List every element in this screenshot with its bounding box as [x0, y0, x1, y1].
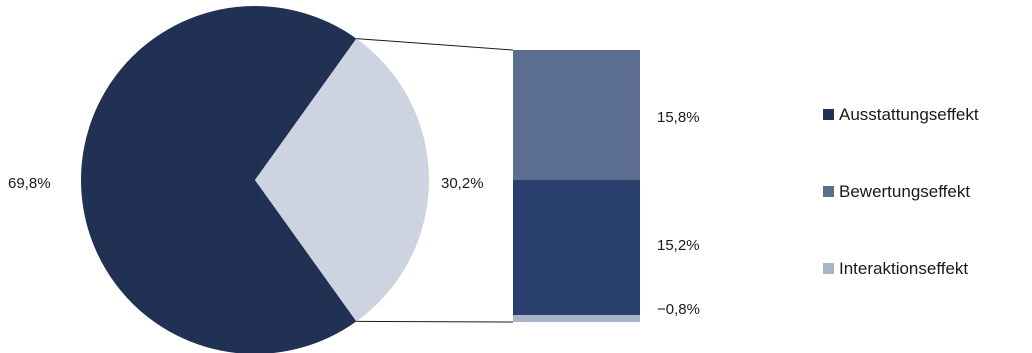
legend-label-bewertungseffekt: Bewertungseffekt	[839, 182, 970, 201]
connector-line-top	[356, 38, 514, 51]
pie-slice-rest	[255, 38, 430, 322]
bar-segment-interaktion	[513, 315, 640, 322]
legend-label-interaktionseffekt: Interaktionseffekt	[839, 259, 968, 278]
legend-swatch-ausstattungseffekt	[823, 109, 834, 120]
pie-slice-label-ausstattung: 69,8%	[8, 175, 51, 192]
pie-slice-label-rest: 30,2%	[441, 175, 484, 192]
bar-segment-label-bewertung: 15,2%	[657, 237, 700, 254]
pie-slice-ausstattung	[81, 6, 357, 353]
pie	[81, 6, 430, 353]
legend-item-interaktionseffekt: Interaktionseffekt	[823, 259, 968, 278]
bar-segment-label-ausstattung: 15,8%	[657, 109, 700, 126]
bar-segment-bewertung	[513, 50, 640, 181]
legend-label-ausstattungseffekt: Ausstattungseffekt	[839, 105, 979, 124]
stacked-bar	[513, 50, 640, 322]
legend-swatch-bewertungseffekt	[823, 186, 834, 197]
connector-line-bottom	[356, 320, 514, 323]
legend: Ausstattungseffekt Bewertungseffekt Inte…	[823, 105, 979, 278]
legend-item-ausstattungseffekt: Ausstattungseffekt	[823, 105, 979, 124]
bar-segment-ausstattung	[513, 180, 640, 316]
bar-segment-label-interaktion: −0,8%	[657, 301, 700, 318]
legend-swatch-interaktionseffekt	[823, 263, 834, 274]
connector-lines	[356, 38, 514, 323]
legend-item-bewertungseffekt: Bewertungseffekt	[823, 182, 970, 201]
